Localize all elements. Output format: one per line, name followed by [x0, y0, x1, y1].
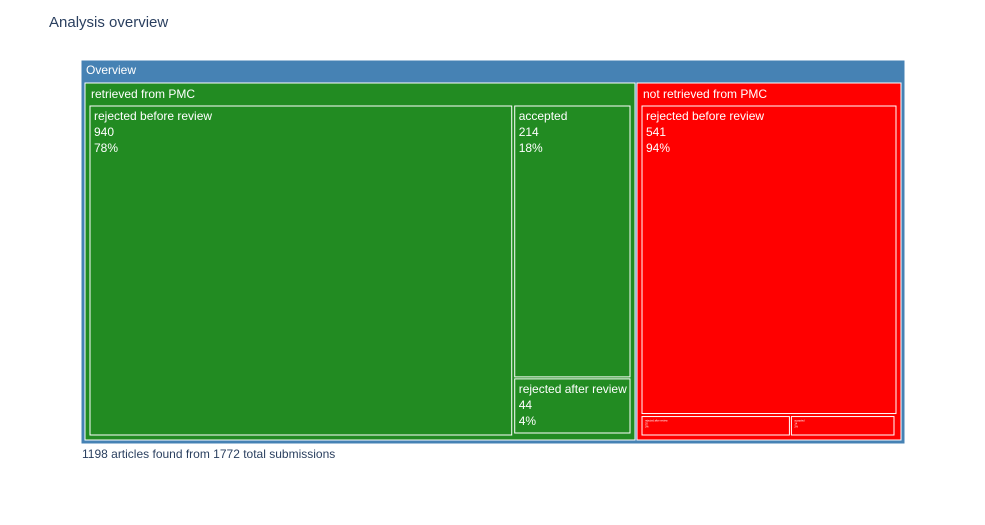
- treemap-leaf-retrieved-from-pmc-rejected-after-review[interactable]: [514, 378, 631, 434]
- treemap-label-not-retrieved-from-pmc: not retrieved from PMC: [643, 87, 767, 101]
- treemap-leaf-retrieved-from-pmc-accepted-value: 214: [519, 125, 539, 139]
- treemap-leaf-not-retrieved-from-pmc-rejected-before-review[interactable]: [641, 105, 897, 415]
- treemap-leaf-retrieved-from-pmc-accepted[interactable]: [514, 105, 631, 378]
- treemap-label-retrieved-from-pmc: retrieved from PMC: [91, 87, 195, 101]
- treemap-leaf-retrieved-from-pmc-rejected-after-review-value: 44: [519, 398, 533, 412]
- treemap-leaf-retrieved-from-pmc-rejected-after-review-percent: 4%: [519, 414, 537, 428]
- treemap-leaf-retrieved-from-pmc-accepted-percent: 18%: [519, 141, 543, 155]
- treemap-root-label: Overview: [86, 63, 136, 77]
- chart-footer-note: 1198 articles found from 1772 total subm…: [82, 447, 336, 461]
- treemap-leaf-not-retrieved-from-pmc-rejected-before-review-percent: 94%: [646, 141, 670, 155]
- treemap-leaf-not-retrieved-from-pmc-rejected-after-review[interactable]: [641, 416, 790, 436]
- treemap-leaf-retrieved-from-pmc-rejected-after-review-label: rejected after review: [519, 382, 627, 396]
- treemap-leaf-not-retrieved-from-pmc-rejected-after-review-percent: 3%: [645, 426, 649, 429]
- treemap-leaf-not-retrieved-from-pmc-rejected-before-review-value: 541: [646, 125, 666, 139]
- treemap-leaf-retrieved-from-pmc-rejected-before-review-value: 940: [94, 125, 114, 139]
- treemap-leaf-not-retrieved-from-pmc-rejected-before-review-label: rejected before review: [646, 109, 764, 123]
- treemap-leaf-not-retrieved-from-pmc-accepted[interactable]: [790, 416, 895, 436]
- treemap-leaf-not-retrieved-from-pmc-rejected-after-review-value: 20: [645, 423, 648, 426]
- treemap-leaf-retrieved-from-pmc-rejected-before-review-percent: 78%: [94, 141, 118, 155]
- treemap-leaf-retrieved-from-pmc-rejected-before-review[interactable]: [89, 105, 513, 436]
- treemap-leaf-retrieved-from-pmc-rejected-before-review-label: rejected before review: [94, 109, 212, 123]
- treemap-leaf-not-retrieved-from-pmc-accepted-percent: 2%: [794, 426, 798, 429]
- treemap-leaf-retrieved-from-pmc-accepted-label: accepted: [519, 109, 568, 123]
- treemap-leaf-not-retrieved-from-pmc-rejected-after-review-label: rejected after review: [645, 420, 668, 423]
- chart-title: Analysis overview: [49, 14, 169, 31]
- treemap-leaf-not-retrieved-from-pmc-accepted-value: 14: [794, 423, 797, 426]
- treemap-leaf-not-retrieved-from-pmc-accepted-label: accepted: [794, 420, 805, 423]
